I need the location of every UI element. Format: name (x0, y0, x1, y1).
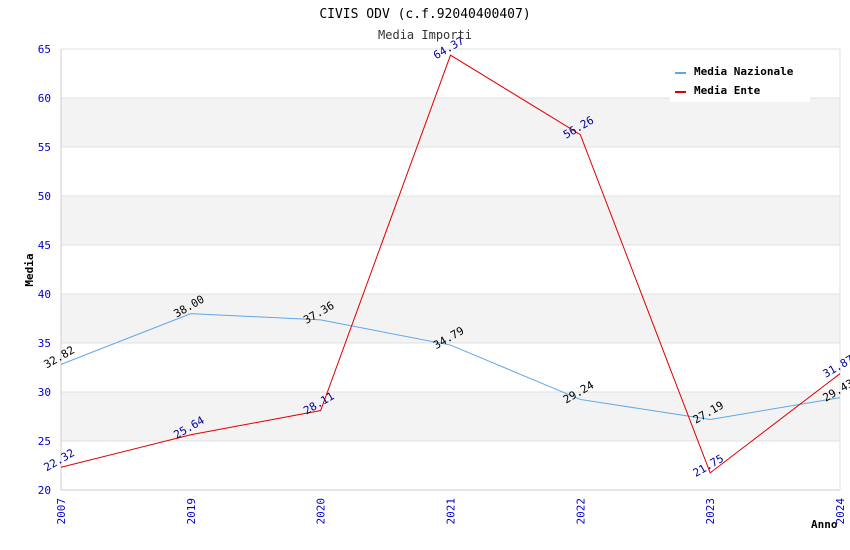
y-tick-label: 65 (38, 43, 51, 56)
chart-title: CIVIS ODV (c.f.92040400407) (319, 7, 530, 22)
grid-band (61, 294, 840, 343)
x-tick-label: 2020 (315, 498, 328, 525)
y-tick-label: 30 (38, 386, 51, 399)
y-tick-labels: 20 25 30 35 40 45 50 55 60 65 (38, 43, 51, 497)
grid-band (61, 392, 840, 441)
x-tick-label: 2022 (574, 498, 587, 525)
grid-band (61, 98, 840, 147)
y-tick-label: 25 (38, 435, 51, 448)
y-tick-label: 55 (38, 141, 51, 154)
grid-band (61, 441, 840, 490)
x-tick-label: 2019 (185, 498, 198, 525)
grid-bands (61, 49, 840, 490)
x-tick-label: 2021 (445, 498, 458, 525)
axes (60, 49, 841, 491)
series-lines (60, 54, 841, 474)
legend-label-media-ente: Media Ente (694, 84, 761, 97)
grid-lines (61, 48, 840, 491)
y-axis-label: Media (23, 253, 36, 286)
y-tick-label: 20 (38, 484, 51, 497)
y-tick-label: 45 (38, 239, 51, 252)
grid-band (61, 245, 840, 294)
grid-band (61, 343, 840, 392)
chart-subtitle: Media Importi (378, 28, 472, 42)
legend: Media Nazionale Media Ente (670, 60, 810, 102)
y-tick-label: 50 (38, 190, 51, 203)
grid-band (61, 196, 840, 245)
series-line-1 (60, 54, 841, 474)
legend-box (670, 60, 810, 102)
grid-band (61, 147, 840, 196)
x-axis-label: Anno (811, 518, 838, 531)
y-tick-label: 60 (38, 92, 51, 105)
series-line-0 (60, 313, 841, 421)
x-tick-label: 2024 (834, 498, 847, 525)
x-tick-label: 2023 (704, 498, 717, 525)
y-tick-label: 35 (38, 337, 51, 350)
x-tick-labels: 2007 2019 2020 2021 2022 2023 2024 (55, 498, 847, 525)
legend-label-media-nazionale: Media Nazionale (694, 65, 794, 78)
y-tick-label: 40 (38, 288, 51, 301)
x-tick-label: 2007 (55, 498, 68, 525)
